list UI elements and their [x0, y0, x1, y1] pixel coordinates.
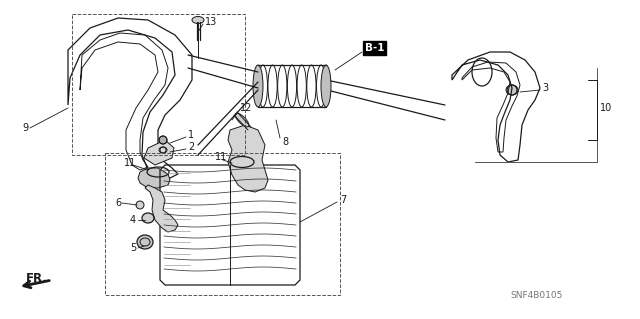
Text: 11: 11 — [215, 152, 227, 162]
Text: 5: 5 — [130, 243, 136, 253]
Polygon shape — [144, 140, 174, 165]
Text: 8: 8 — [282, 137, 288, 147]
Ellipse shape — [142, 213, 154, 223]
Text: 4: 4 — [130, 215, 136, 225]
Text: B-1: B-1 — [365, 43, 385, 53]
Ellipse shape — [235, 113, 249, 127]
Ellipse shape — [253, 65, 263, 107]
Ellipse shape — [137, 235, 153, 249]
Ellipse shape — [136, 201, 144, 209]
Text: 2: 2 — [188, 142, 195, 152]
Text: 10: 10 — [600, 103, 612, 113]
Text: 13: 13 — [205, 17, 217, 27]
Polygon shape — [138, 168, 170, 188]
Text: 12: 12 — [240, 103, 252, 113]
Text: SNF4B0105: SNF4B0105 — [510, 291, 563, 300]
Ellipse shape — [192, 17, 204, 24]
Polygon shape — [145, 185, 178, 232]
Text: 6: 6 — [115, 198, 121, 208]
Ellipse shape — [159, 136, 167, 144]
Text: 1: 1 — [188, 130, 194, 140]
Text: 9: 9 — [22, 123, 28, 133]
Text: 7: 7 — [340, 195, 346, 205]
Ellipse shape — [321, 65, 331, 107]
Bar — [72, 14, 245, 155]
Text: 11: 11 — [124, 158, 136, 168]
Bar — [105, 153, 340, 295]
Text: 3: 3 — [542, 83, 548, 93]
Polygon shape — [228, 125, 268, 192]
Ellipse shape — [507, 85, 517, 95]
Text: FR.: FR. — [26, 271, 48, 285]
